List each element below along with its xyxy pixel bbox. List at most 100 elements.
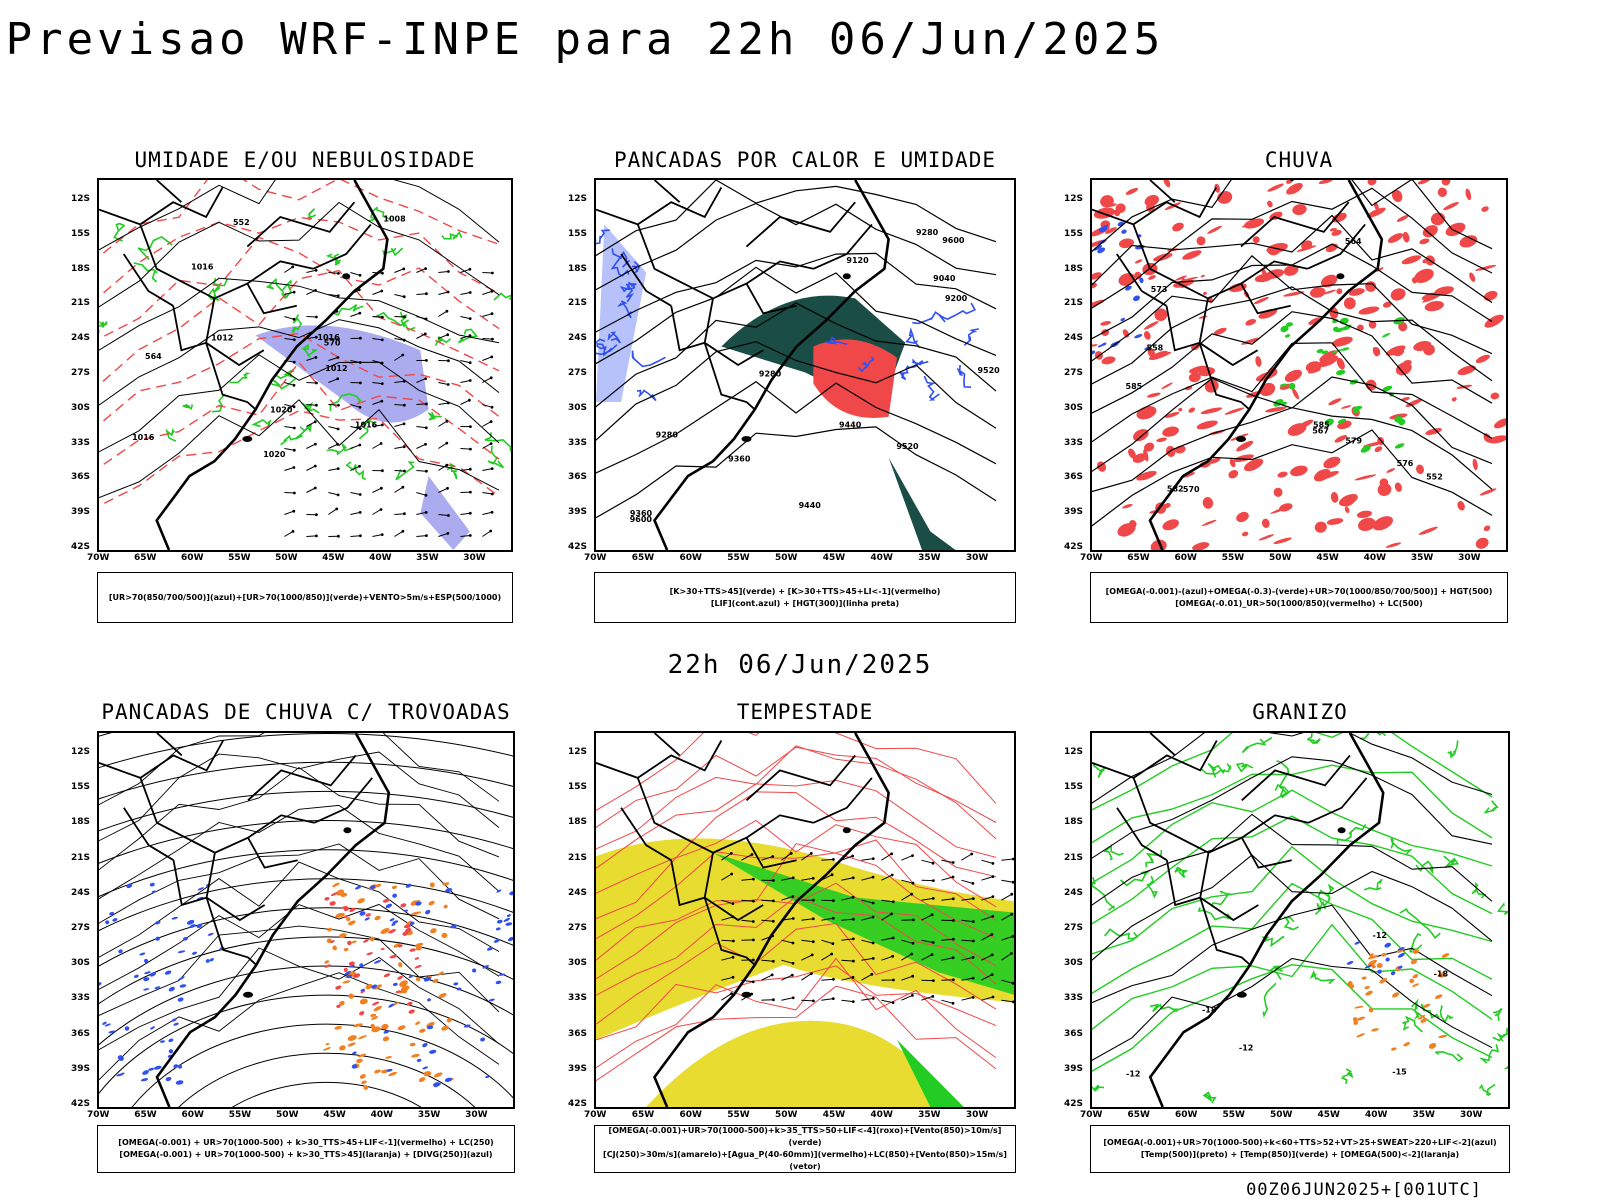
field-patch [1143, 331, 1151, 340]
field-contour [956, 364, 972, 388]
wind-vector-head [380, 361, 384, 365]
wind-vector [284, 448, 295, 451]
lon-label: 45W [322, 553, 345, 563]
field-patch [1356, 510, 1372, 519]
wind-vector-head [752, 899, 755, 903]
wind-vector-head [468, 361, 472, 365]
lat-label: 21S [71, 298, 91, 309]
lat-label: 33S [568, 993, 588, 1004]
field-patch [1196, 236, 1206, 246]
field-patch [1390, 288, 1406, 301]
streamline [99, 994, 513, 1095]
wind-vector-head [424, 426, 428, 430]
wind-vector-head [446, 532, 450, 535]
wind-vector-head [870, 972, 874, 976]
field-patch [349, 964, 355, 968]
country-border [246, 283, 297, 315]
field-patch [423, 976, 432, 982]
field-contour [1092, 1084, 1105, 1092]
wind-vector [921, 954, 933, 961]
contour-label: -18 [1434, 970, 1449, 979]
field-patch [1314, 521, 1327, 533]
country-border [670, 860, 705, 907]
field-contour [301, 343, 319, 359]
wind-vector-head [752, 958, 755, 962]
wind-vector [821, 953, 832, 961]
wind-vector-head [830, 952, 834, 956]
contour-line [1092, 187, 1493, 286]
country-border [1132, 224, 1308, 300]
field-patch [1184, 385, 1193, 391]
field-contour [280, 285, 292, 300]
lat-label: 12S [71, 194, 91, 204]
coastline [653, 733, 890, 1107]
wind-vector-head [830, 873, 834, 877]
field-patch [1457, 365, 1476, 376]
country-border [1306, 223, 1366, 270]
lon-label: 35W [918, 553, 941, 563]
wind-vector [781, 939, 794, 944]
wind-vector-head [791, 876, 795, 880]
field-patch [438, 993, 447, 999]
field-patch [335, 912, 345, 918]
country-border [653, 180, 681, 203]
field-patch [343, 967, 348, 972]
wind-vector-head [402, 445, 406, 449]
lon-label: 50W [1269, 553, 1292, 563]
map-canvas: -12 -12 -12 -18 -18 -15 [1092, 733, 1508, 1107]
field-patch [1417, 180, 1431, 185]
field-patch [1113, 209, 1120, 217]
wind-vector-head [991, 895, 995, 898]
field-contour [1309, 969, 1336, 985]
wind-vector-head [752, 938, 755, 942]
wind-vector-head [791, 961, 795, 965]
wind-vector [801, 973, 812, 981]
field-patch [173, 1022, 179, 1026]
field-patch [433, 1072, 443, 1078]
field-patch [1340, 347, 1350, 351]
field-patch [1443, 202, 1459, 211]
wind-vector-head [315, 403, 318, 407]
wind-vector [328, 294, 339, 297]
lon-label: 45W [822, 553, 846, 563]
lon-label: 55W [228, 1110, 252, 1120]
contour-line [596, 779, 997, 869]
wind-vector [438, 402, 449, 405]
field-contour [1120, 869, 1152, 887]
contour-label: 9040 [933, 274, 956, 283]
field-patch [177, 1064, 183, 1069]
wind-vector-head [469, 490, 472, 494]
contour-label: -18 [1202, 1005, 1217, 1014]
wind-vector-head [336, 467, 340, 470]
wind-vector [861, 876, 874, 881]
wind-vector-head [380, 399, 384, 403]
field-patch [347, 940, 352, 946]
field-patch [332, 882, 340, 888]
contour-line [99, 903, 500, 990]
field-patch [1326, 518, 1344, 525]
wind-vector [372, 487, 382, 493]
field-contour [274, 369, 295, 380]
field-patch [1360, 445, 1371, 453]
field-patch [1481, 206, 1489, 212]
contour-line [99, 409, 500, 507]
field-patch [1402, 231, 1410, 243]
field-patch [140, 1078, 149, 1082]
field-patch [1265, 406, 1287, 413]
wind-vector-head [358, 511, 362, 514]
wind-vector [284, 266, 293, 273]
wind-vector [801, 954, 813, 961]
wind-vector [881, 913, 892, 921]
wind-vector [981, 876, 994, 881]
country-border [1198, 298, 1259, 367]
contour-line [99, 319, 500, 406]
lat-label: 18S [71, 817, 91, 828]
lat-label: 21S [71, 852, 91, 863]
legend-chuva: [OMEGA(-0.001)-(azul)+OMEGA(-0.3)-(verde… [1090, 572, 1508, 623]
field-patch [397, 944, 403, 948]
field-patch [1228, 469, 1239, 479]
wind-vector-head [1011, 880, 1014, 884]
field-patch [1405, 398, 1423, 408]
lon-label: 35W [416, 553, 439, 563]
wind-vector [394, 423, 405, 427]
